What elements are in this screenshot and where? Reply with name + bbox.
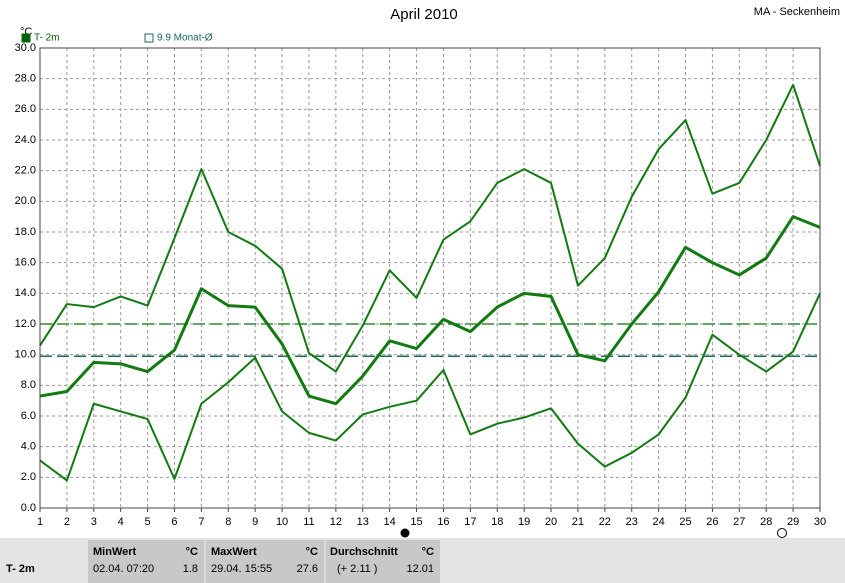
- x-tick-label: 18: [491, 516, 503, 528]
- plot-border: [39, 47, 821, 509]
- stats-header: MinWert: [93, 546, 137, 558]
- x-tick-label: 13: [357, 516, 369, 528]
- stats-row-label: T- 2m: [6, 563, 35, 575]
- stats-header: MaxWert: [211, 546, 257, 558]
- x-tick-label: 10: [276, 516, 288, 528]
- y-tick-label: 6.0: [21, 410, 36, 422]
- background: [0, 0, 845, 538]
- stats-values-bg: [88, 540, 440, 583]
- y-tick-label: 16.0: [15, 257, 36, 269]
- y-tick-label: 28.0: [15, 73, 36, 85]
- stats-header: °C: [306, 546, 318, 558]
- x-tick-label: 17: [464, 516, 476, 528]
- y-tick-label: 2.0: [21, 471, 36, 483]
- y-tick-label: 24.0: [15, 134, 36, 146]
- y-tick-label: 20.0: [15, 195, 36, 207]
- location: MA - Seckenheim: [754, 6, 840, 18]
- x-tick-label: 11: [303, 516, 314, 528]
- x-tick-label: 22: [599, 516, 611, 528]
- x-tick-label: 29: [787, 516, 799, 528]
- x-tick-label: 5: [145, 516, 151, 528]
- x-tick-label: 8: [225, 516, 231, 528]
- x-tick-label: 28: [760, 516, 772, 528]
- y-tick-label: 0.0: [21, 502, 36, 514]
- x-tick-label: 7: [198, 516, 204, 528]
- full-moon: [400, 528, 410, 538]
- legend-swatch: [144, 33, 154, 43]
- chart-title: April 2010: [390, 6, 458, 23]
- x-tick-label: 4: [118, 516, 124, 528]
- x-tick-label: 27: [733, 516, 745, 528]
- x-tick-label: 6: [171, 516, 177, 528]
- stats-header: °C: [422, 546, 434, 558]
- x-tick-label: 19: [518, 516, 530, 528]
- x-tick-label: 2: [64, 516, 70, 528]
- y-tick-label: 26.0: [15, 103, 36, 115]
- x-tick-label: 30: [814, 516, 826, 528]
- x-tick-label: 21: [572, 516, 584, 528]
- stats-cell: 02.04. 07:20: [93, 563, 154, 575]
- stats-cell: 1.8: [183, 563, 198, 575]
- temperature-line: [39, 292, 821, 482]
- x-tick-label: 15: [410, 516, 422, 528]
- legend-label: 9.9 Monat-Ø: [157, 33, 213, 44]
- stats-cell: 12.01: [406, 563, 434, 575]
- x-tick-label: 14: [384, 516, 396, 528]
- x-tick-label: 20: [545, 516, 557, 528]
- x-tick-label: 24: [652, 516, 664, 528]
- x-tick-label: 1: [37, 516, 43, 528]
- stats-cell: 27.6: [297, 563, 318, 575]
- stats-cell: 29.04. 15:55: [211, 563, 272, 575]
- legend-swatch: [21, 33, 31, 43]
- y-tick-label: 4.0: [21, 441, 36, 453]
- y-tick-label: 10.0: [15, 349, 36, 361]
- temperature-line: [39, 83, 821, 373]
- y-tick-label: 14.0: [15, 287, 36, 299]
- y-tick-label: 8.0: [21, 379, 36, 391]
- y-tick-label: 18.0: [15, 226, 36, 238]
- temperature-line: [39, 215, 821, 406]
- stats-cell: (+ 2.11 ): [337, 563, 377, 575]
- y-tick-label: 12.0: [15, 318, 36, 330]
- new-moon: [777, 528, 787, 538]
- y-tick-label: 22.0: [15, 165, 36, 177]
- x-tick-label: 12: [330, 516, 342, 528]
- x-tick-label: 23: [626, 516, 638, 528]
- stats-header: Durchschnitt: [330, 546, 398, 558]
- x-tick-label: 3: [91, 516, 97, 528]
- x-tick-label: 25: [679, 516, 691, 528]
- stats-header: °C: [186, 546, 198, 558]
- x-tick-label: 16: [437, 516, 449, 528]
- x-tick-label: 26: [706, 516, 718, 528]
- y-tick-label: 30.0: [15, 42, 36, 54]
- legend-label: T- 2m: [34, 33, 60, 44]
- x-tick-label: 9: [252, 516, 258, 528]
